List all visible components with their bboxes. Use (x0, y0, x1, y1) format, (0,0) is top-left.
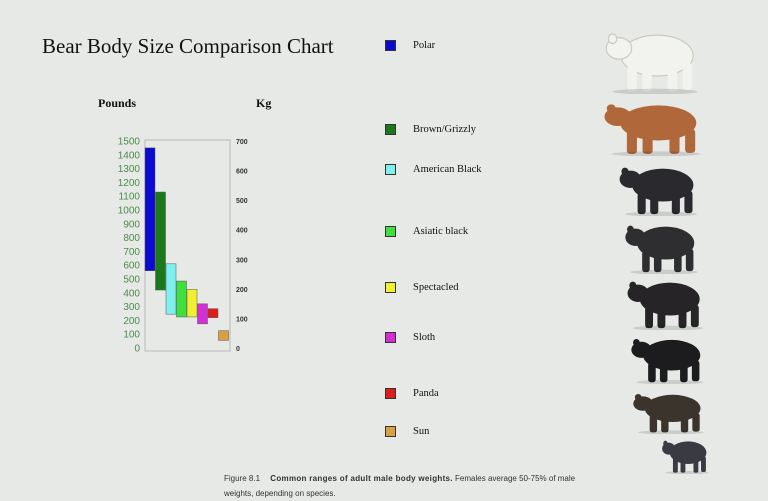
legend-label: Brown/Grizzly (413, 123, 476, 135)
legend-label: Spectacled (413, 281, 459, 293)
polar-bear-image (605, 33, 698, 94)
bar-polar (144, 147, 156, 271)
spectacled-bear-image (627, 281, 704, 330)
kg-tick-7: 0 (236, 346, 240, 353)
legend-swatch (385, 281, 396, 293)
pounds-tick-0: 1500 (118, 137, 141, 148)
legend-item-polar: Polar (385, 38, 435, 52)
legend-item-sloth: Sloth (385, 330, 435, 344)
pounds-tick-labels: 1500140013001200110010009008007006005004… (118, 137, 141, 355)
kg-tick-1: 600 (236, 169, 248, 176)
sun-bear-image (662, 440, 709, 474)
figure-caption: Figure 8.1 Common ranges of adult male b… (224, 471, 604, 501)
american-black-bear-image (619, 167, 697, 216)
pounds-tick-13: 200 (123, 316, 140, 327)
legend-swatch (385, 163, 396, 175)
pounds-tick-15: 0 (134, 344, 140, 355)
caption-rest: Females average 50-75% of male weights, … (224, 474, 576, 498)
kg-tick-6: 100 (236, 316, 248, 323)
legend-swatch (385, 225, 396, 237)
figure-number: Figure 8.1 (224, 474, 261, 483)
legend-swatch (385, 387, 396, 399)
pounds-tick-7: 800 (123, 233, 140, 244)
pounds-tick-1: 1400 (118, 150, 141, 161)
legend-item-panda: Panda (385, 386, 439, 400)
bar-panda (207, 308, 219, 318)
bar-sun (218, 330, 229, 341)
pounds-tick-2: 1300 (118, 164, 141, 175)
kg-tick-0: 700 (236, 139, 248, 146)
panda-image (633, 394, 704, 434)
legend-label: American Black (413, 163, 482, 175)
legend-swatch (385, 39, 396, 51)
pounds-axis-label: Pounds (98, 96, 137, 110)
kg-tick-2: 500 (236, 198, 248, 205)
bar-sloth (197, 303, 208, 325)
legend-item-spectacled: Spectacled (385, 280, 458, 294)
legend-label: Sun (413, 425, 430, 437)
pounds-tick-8: 700 (123, 247, 140, 258)
pounds-tick-3: 1200 (118, 178, 141, 189)
bar-spectacled (186, 289, 198, 318)
legend-swatch (385, 123, 396, 135)
legend-item-american-black: American Black (385, 162, 482, 176)
bar-american-black (165, 263, 177, 315)
pounds-tick-6: 900 (123, 219, 140, 230)
caption-bold: Common ranges of adult male body weights… (270, 474, 453, 483)
legend-label: Polar (413, 39, 436, 51)
legend-item-asiatic-black: Asiatic black (385, 224, 468, 238)
pounds-tick-10: 500 (123, 275, 140, 286)
legend-label: Asiatic black (413, 225, 469, 237)
chart-title: Bear Body Size Comparison Chart (42, 34, 334, 58)
sloth-bear-image (631, 339, 704, 384)
pounds-tick-4: 1100 (118, 192, 140, 203)
pounds-tick-11: 400 (123, 288, 140, 299)
kg-axis-label: Kg (256, 96, 272, 110)
legend-item-brown-grizzly: Brown/Grizzly (385, 122, 476, 136)
bar-asiatic-black (176, 280, 187, 318)
brown-bear-image (604, 104, 701, 156)
kg-tick-3: 400 (236, 228, 248, 235)
kg-tick-labels: 700 600 500 400 300 200 100 0 (236, 139, 248, 353)
pounds-tick-5: 1000 (118, 206, 141, 217)
legend-label: Sloth (413, 331, 436, 343)
legend-swatch (385, 425, 396, 437)
pounds-tick-9: 600 (123, 261, 140, 272)
pounds-tick-14: 100 (123, 330, 140, 341)
asiatic-black-bear-image (625, 225, 698, 274)
legend-item-sun: Sun (385, 424, 429, 438)
bar-brown-grizzly (155, 191, 166, 291)
pounds-tick-12: 300 (123, 302, 140, 313)
kg-tick-5: 200 (236, 287, 248, 294)
legend-swatch (385, 331, 396, 343)
weight-bars (144, 147, 229, 341)
kg-tick-4: 300 (236, 257, 248, 264)
legend-label: Panda (413, 387, 439, 399)
